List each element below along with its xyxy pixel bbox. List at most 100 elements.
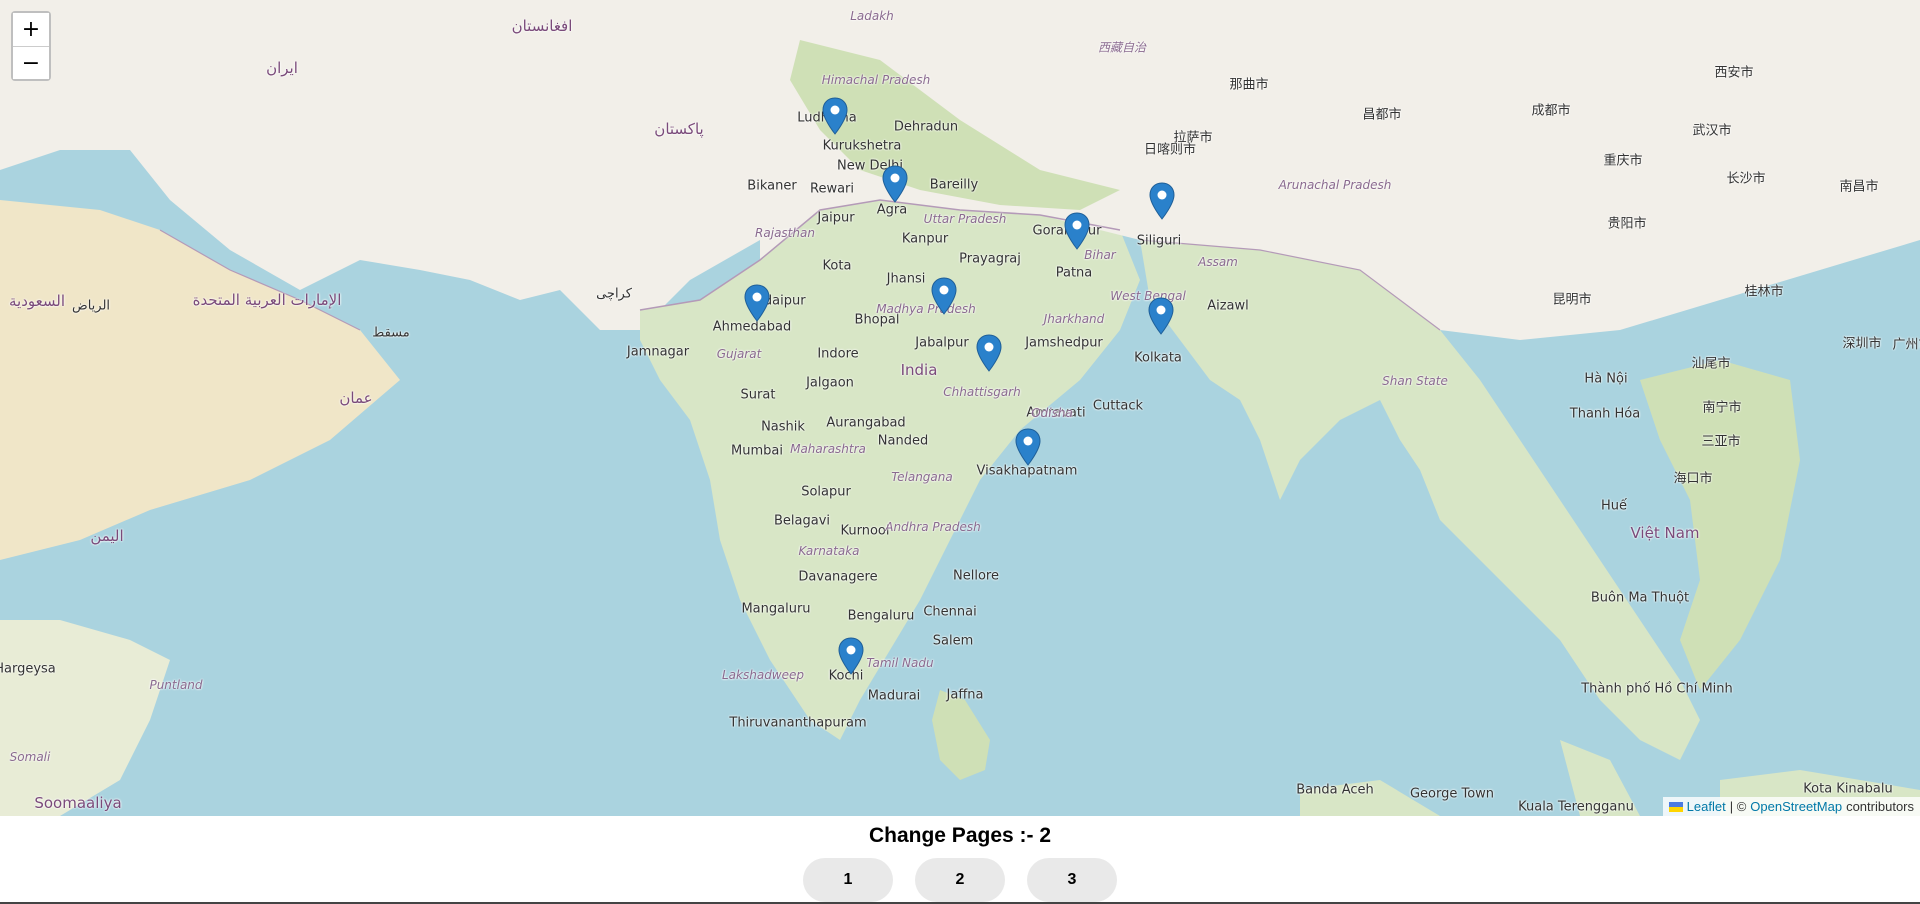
map-label: السعودية	[8, 292, 66, 310]
map-label: 西藏自治	[1097, 40, 1147, 55]
map-label: Buôn Ma Thuột	[1590, 590, 1690, 606]
map-label: Tamil Nadu	[866, 656, 934, 670]
map-label: پاکستان	[654, 120, 704, 138]
border-line	[639, 199, 1121, 311]
map-label: Bengaluru	[847, 608, 915, 624]
map-marker-pin-icon[interactable]	[1064, 212, 1090, 250]
map-label: Lakshadweep	[721, 668, 805, 682]
map-label: Visakhapatnam	[976, 463, 1078, 479]
land-india	[640, 200, 1140, 740]
map-label: Nanded	[877, 433, 929, 449]
map-label: Jamshedpur	[1025, 335, 1103, 351]
map-label: Kochi	[828, 668, 864, 684]
map-label: Jamnagar	[626, 344, 690, 360]
map-label: 成都市	[1531, 103, 1571, 119]
map-marker-pin-icon[interactable]	[931, 277, 957, 315]
map-label: Mangaluru	[741, 601, 811, 617]
map-label: Siliguri	[1136, 233, 1182, 249]
map-marker-pin-icon[interactable]	[1015, 428, 1041, 466]
leaflet-link[interactable]: Leaflet	[1686, 799, 1726, 814]
map-label: Nashik	[761, 419, 805, 435]
zoom-control: + −	[11, 11, 51, 81]
map-label: Chhattisgarh	[943, 385, 1021, 399]
map-label: Aizawl	[1207, 298, 1249, 314]
map-label: Bhopal	[854, 312, 900, 328]
map-label: افغانستان	[511, 17, 573, 35]
map-label: 西安市	[1714, 65, 1754, 81]
map-label: 桂林市	[1744, 284, 1784, 300]
map-label: 汕尾市	[1691, 356, 1731, 372]
map-label: Shan State	[1382, 374, 1448, 388]
map-label: Agra	[876, 202, 908, 218]
openstreetmap-link[interactable]: OpenStreetMap	[1750, 799, 1843, 814]
map-label: عمان	[339, 389, 373, 407]
map-attribution: Leaflet | © OpenStreetMap contributors	[1662, 797, 1920, 816]
pager-buttons: 1 2 3	[0, 858, 1920, 902]
map-marker-pin-icon[interactable]	[1149, 182, 1175, 220]
map-label: Mumbai	[731, 443, 783, 459]
map-label: 深圳市	[1842, 336, 1882, 352]
land-southeast-asia	[1140, 240, 1700, 760]
map-label: 长沙市	[1726, 171, 1766, 187]
map-label: Kurnool	[840, 523, 890, 539]
land-china-tibet	[760, 0, 1920, 340]
map-label: Soomaaliya	[34, 794, 122, 812]
map-label: Cuttack	[1092, 398, 1144, 414]
map-marker-pin-icon[interactable]	[744, 284, 770, 322]
map-marker-pin-icon[interactable]	[1148, 297, 1174, 335]
map-view[interactable]: LudhianaKurukshetraDehradunNew DelhiBika…	[0, 0, 1920, 816]
map-label: الإمارات العربية المتحدة	[192, 291, 342, 309]
map-marker-pin-icon[interactable]	[838, 637, 864, 675]
map-label: 那曲市	[1229, 77, 1269, 93]
map-label: 南昌市	[1839, 179, 1879, 195]
land-himalaya-foothills	[790, 40, 1120, 210]
map-marker-pin-icon[interactable]	[882, 165, 908, 203]
attribution-suffix: contributors	[1846, 799, 1914, 814]
land-arabia	[0, 200, 400, 560]
map-label: Arunachal Pradesh	[1278, 178, 1392, 192]
zoom-in-button[interactable]: +	[13, 13, 49, 46]
map-label: 拉萨市	[1173, 130, 1213, 146]
map-label: Belagavi	[773, 513, 831, 529]
map-label: Hargeysa	[0, 661, 56, 677]
map-label: Amravati	[1026, 405, 1086, 421]
map-label: Odisha	[1031, 406, 1073, 420]
map-label: Prayagraj	[959, 251, 1021, 267]
map-label: Kuala Terengganu	[1518, 799, 1634, 815]
map-label: Gujarat	[716, 347, 762, 361]
map-label: Việt Nam	[1630, 524, 1700, 542]
map-label: Bareilly	[929, 177, 979, 193]
zoom-out-button[interactable]: −	[13, 46, 49, 79]
pager: Change Pages :- 2 1 2 3	[0, 816, 1920, 904]
map-label: Madhya Pradesh	[876, 302, 976, 316]
map-label: Jabalpur	[915, 335, 969, 351]
page-button-1[interactable]: 1	[803, 858, 893, 902]
map-label: Kurukshetra	[822, 138, 902, 154]
pager-title: Change Pages :- 2	[868, 824, 1052, 847]
map-marker-pin-icon[interactable]	[822, 97, 848, 135]
map-label: مسقط	[372, 325, 410, 341]
map-label: Kota	[822, 258, 852, 274]
map-label: Davanagere	[798, 569, 878, 585]
map-label: کراچی	[596, 286, 632, 302]
map-label: Jaffna	[946, 687, 984, 703]
map-label: Thiruvananthapuram	[729, 715, 867, 731]
map-label: Surat	[740, 387, 776, 403]
map-label: 昆明市	[1552, 292, 1592, 308]
map-marker-pin-icon[interactable]	[976, 334, 1002, 372]
map-label: Rajasthan	[755, 226, 815, 240]
land-sri-lanka	[932, 690, 990, 780]
border-line	[159, 229, 361, 331]
map-label: Hà Nội	[1584, 371, 1628, 387]
map-label: الرياض	[71, 298, 111, 314]
map-label: Rewari	[809, 181, 855, 197]
land-malaysia	[1560, 740, 1640, 816]
map-label: Bihar	[1084, 248, 1116, 262]
map-label: 南宁市	[1702, 400, 1742, 416]
page-button-3[interactable]: 3	[1027, 858, 1117, 902]
map-label: ایران	[266, 59, 298, 77]
map-label: Assam	[1198, 255, 1238, 269]
page-button-2[interactable]: 2	[915, 858, 1005, 902]
map-label: Madurai	[867, 688, 921, 704]
map-label: Nellore	[953, 568, 999, 584]
